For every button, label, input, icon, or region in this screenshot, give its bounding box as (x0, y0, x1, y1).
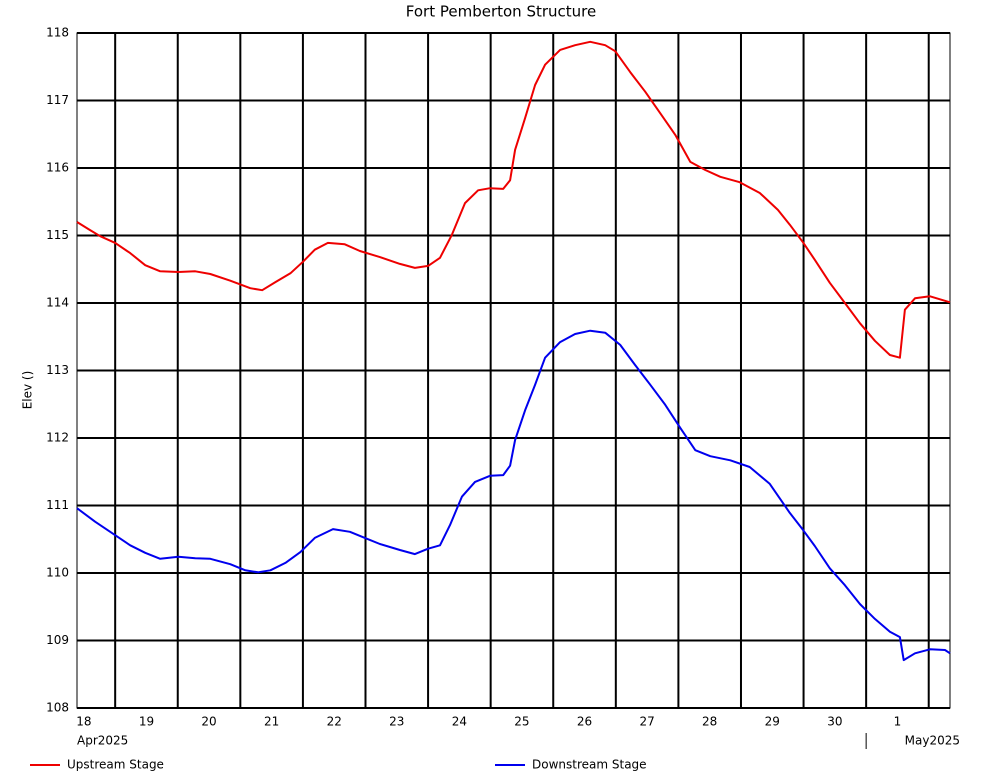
x-tick-label: 26 (577, 715, 592, 729)
series-line (76, 40, 951, 359)
y-tick-label: 117 (46, 93, 69, 107)
x-tick-label: 27 (639, 715, 654, 729)
legend-label: Upstream Stage (67, 758, 164, 772)
y-tick-label: 118 (46, 26, 69, 40)
x-tick-label: 21 (264, 715, 279, 729)
y-tick-label: 108 (46, 701, 69, 715)
legend-label: Downstream Stage (532, 758, 647, 772)
x-tick-label: 1 (894, 715, 902, 729)
month-label: May2025 (905, 734, 960, 748)
chart-title: Fort Pemberton Structure (406, 3, 596, 21)
x-tick-label: 28 (702, 715, 717, 729)
x-tick-label: 22 (327, 715, 342, 729)
x-tick-label: 24 (452, 715, 467, 729)
y-axis-label: Elev () (21, 371, 35, 410)
x-tick-label: 30 (827, 715, 842, 729)
x-tick-label: 20 (201, 715, 216, 729)
y-tick-label: 113 (46, 363, 69, 377)
x-tick-label: 25 (514, 715, 529, 729)
series-line (76, 329, 951, 662)
y-tick-label: 115 (46, 228, 69, 242)
y-tick-label: 111 (46, 498, 69, 512)
y-tick-label: 114 (46, 296, 69, 310)
y-tick-label: 116 (46, 161, 69, 175)
x-start-label: Apr2025 (77, 734, 128, 748)
y-tick-label: 112 (46, 431, 69, 445)
x-tick-label: 18 (76, 715, 91, 729)
y-tick-label: 109 (46, 633, 69, 647)
x-tick-label: 23 (389, 715, 404, 729)
x-tick-label: 19 (139, 715, 154, 729)
x-tick-label: 29 (765, 715, 780, 729)
y-tick-label: 110 (46, 566, 69, 580)
